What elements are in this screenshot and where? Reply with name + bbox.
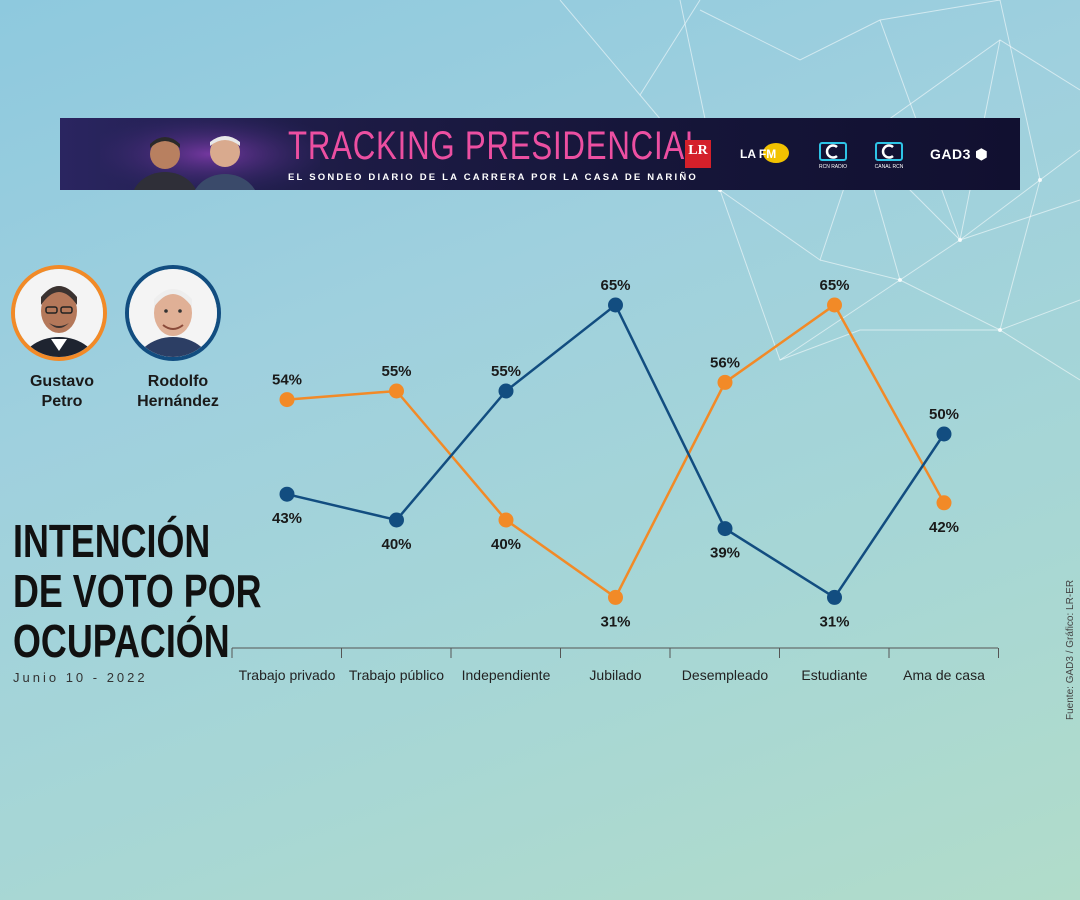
- svg-text:CANAL RCN: CANAL RCN: [875, 164, 904, 170]
- chart-heading: INTENCIÓN DE VOTO POR OCUPACIÓN: [13, 515, 262, 667]
- data-label: 65%: [819, 277, 849, 294]
- data-point: [279, 392, 295, 408]
- banner-subtitle: EL SONDEO DIARIO DE LA CARRERA POR LA CA…: [288, 172, 698, 183]
- avatar-gustavo-petro: [11, 265, 107, 361]
- data-point: [389, 383, 404, 399]
- data-label: 31%: [819, 613, 849, 630]
- candidate-name-petro: Gustavo Petro: [29, 373, 94, 410]
- category-label: Jubilado: [589, 667, 641, 683]
- data-label: 54%: [272, 372, 302, 389]
- data-label: 65%: [600, 277, 630, 294]
- tracking-banner: TRACKING PRESIDENCIAL EL SONDEO DIARIO D…: [60, 118, 1020, 190]
- la-republica-logo: LR: [685, 140, 711, 168]
- la-fm-logo: LA FM: [740, 143, 789, 163]
- series-lines: [286, 303, 946, 600]
- series-line-1: [286, 303, 946, 600]
- category-label: Desempleado: [682, 667, 769, 683]
- rcn-radio-logo: RCN RADIO: [819, 142, 847, 170]
- banner-candidates-photo: [100, 118, 320, 190]
- data-labels: 54% 55% 40% 31% 56% 65% 42% 43% 40% 55% 65% 39% 31% 5…: [272, 277, 959, 630]
- category-labels: Trabajo privado Trabajo público Independie…: [239, 667, 985, 683]
- data-label: 39%: [710, 545, 740, 562]
- series-points: [279, 297, 952, 605]
- gad3-logo: GAD3 ⬢: [930, 146, 989, 162]
- date-label: Junio 10 - 2022: [13, 670, 148, 685]
- category-label: Estudiante: [801, 667, 867, 683]
- svg-text:RCN RADIO: RCN RADIO: [819, 164, 847, 170]
- data-point: [717, 521, 733, 537]
- candidate-name-hernandez: Rodolfo Hernández: [137, 373, 219, 410]
- data-label: 56%: [710, 354, 740, 371]
- data-point: [608, 589, 623, 605]
- svg-text:LA FM: LA FM: [740, 147, 776, 161]
- data-label: 50%: [929, 406, 959, 423]
- data-point: [827, 297, 842, 313]
- cube-icon: ⬢: [975, 146, 989, 162]
- data-label: 40%: [381, 536, 411, 553]
- data-label: 40%: [491, 536, 521, 553]
- data-point: [279, 486, 295, 502]
- data-point: [608, 297, 623, 313]
- category-label: Independiente: [462, 667, 551, 683]
- portrait-petro-icon: [15, 269, 103, 357]
- avatar-rodolfo-hernandez: [125, 265, 221, 361]
- data-point: [936, 495, 952, 511]
- category-label: Trabajo privado: [239, 667, 336, 683]
- category-label: Ama de casa: [903, 667, 985, 683]
- data-label: 42%: [929, 519, 959, 536]
- data-point: [936, 426, 952, 442]
- series-line-0: [286, 303, 946, 600]
- category-label: Trabajo público: [349, 667, 444, 683]
- data-point: [827, 589, 842, 605]
- x-axis: [231, 647, 999, 658]
- data-label: 55%: [381, 363, 411, 380]
- portrait-hernandez-icon: [129, 269, 217, 357]
- data-label: 43%: [272, 510, 302, 527]
- data-point: [498, 383, 514, 399]
- canal-rcn-logo: CANAL RCN: [875, 142, 904, 170]
- data-point: [717, 374, 733, 390]
- data-label: 55%: [491, 363, 521, 380]
- data-point: [498, 512, 514, 528]
- data-point: [389, 512, 404, 528]
- data-label: 31%: [600, 613, 630, 630]
- banner-title: TRACKING PRESIDENCIAL: [288, 124, 704, 168]
